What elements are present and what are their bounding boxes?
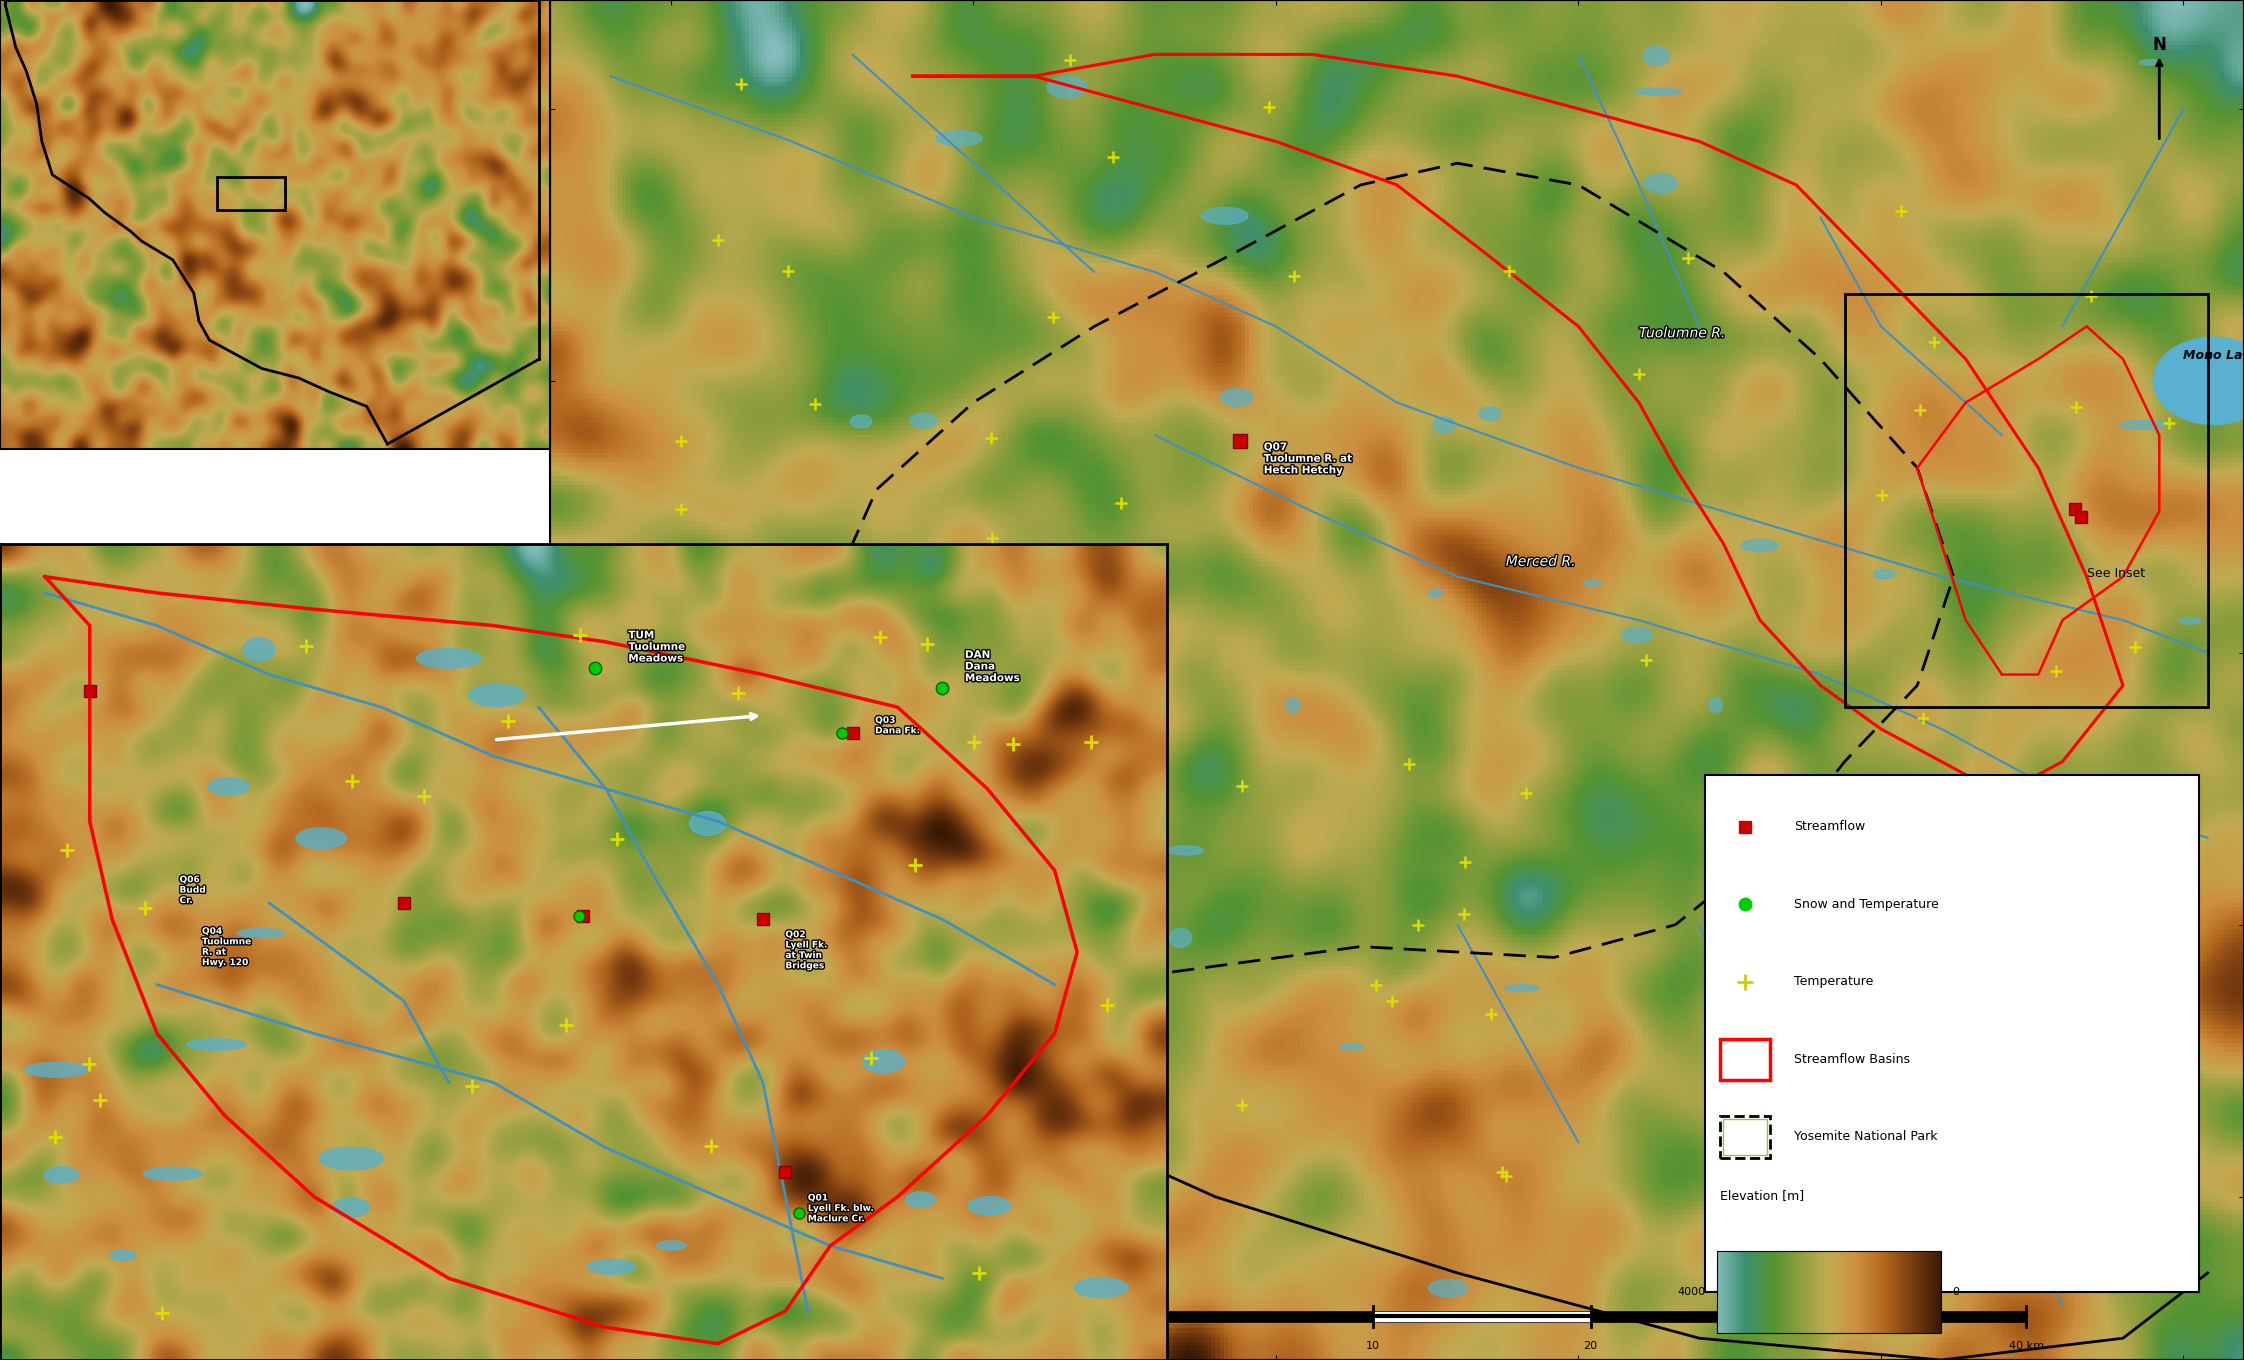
Text: 20: 20	[1584, 1341, 1598, 1350]
Text: 0: 0	[1952, 1287, 1959, 1297]
Ellipse shape	[1048, 76, 1088, 98]
Ellipse shape	[1584, 581, 1602, 586]
Ellipse shape	[209, 778, 249, 796]
Bar	[1721, 1039, 1771, 1080]
Ellipse shape	[864, 1050, 904, 1073]
Ellipse shape	[1824, 1303, 1860, 1321]
Ellipse shape	[588, 1259, 635, 1274]
Ellipse shape	[1429, 589, 1441, 597]
Ellipse shape	[2154, 337, 2244, 424]
Ellipse shape	[2064, 1129, 2107, 1136]
Ellipse shape	[1806, 850, 1833, 870]
Ellipse shape	[186, 1039, 247, 1050]
Ellipse shape	[296, 828, 346, 849]
Ellipse shape	[319, 1146, 384, 1170]
Text: Q06
Budd
Cr.: Q06 Budd Cr.	[180, 876, 206, 904]
Text: 10: 10	[1367, 1341, 1380, 1350]
Bar	[1591, 1311, 2026, 1322]
Ellipse shape	[45, 1167, 79, 1183]
Ellipse shape	[1874, 570, 1894, 579]
Ellipse shape	[1434, 418, 1454, 434]
Ellipse shape	[238, 929, 285, 937]
Ellipse shape	[1286, 698, 1299, 713]
Ellipse shape	[2121, 420, 2168, 430]
Text: 0: 0	[1151, 1341, 1158, 1350]
Text: N: N	[2152, 37, 2165, 54]
Ellipse shape	[1914, 1296, 1934, 1312]
Ellipse shape	[1429, 1280, 1468, 1297]
Ellipse shape	[332, 1198, 370, 1217]
Bar	[1721, 1117, 1771, 1157]
Bar	[1373, 1311, 1591, 1322]
Ellipse shape	[1008, 1156, 1037, 1175]
Bar	[218, 177, 285, 211]
Ellipse shape	[242, 638, 276, 661]
Ellipse shape	[2141, 60, 2161, 65]
Bar	[1845, 294, 2208, 707]
Ellipse shape	[1221, 389, 1252, 407]
Ellipse shape	[1070, 642, 1091, 649]
Ellipse shape	[907, 1191, 936, 1208]
Bar	[1723, 1119, 1768, 1155]
Ellipse shape	[1075, 1278, 1129, 1297]
Ellipse shape	[844, 1156, 868, 1172]
Ellipse shape	[637, 996, 682, 1017]
Text: See Inset: See Inset	[2087, 567, 2145, 579]
Ellipse shape	[967, 1197, 1010, 1214]
Ellipse shape	[936, 131, 983, 146]
Text: Q02
Lyell Fk.
at Twin
Bridges: Q02 Lyell Fk. at Twin Bridges	[785, 930, 828, 970]
Ellipse shape	[1636, 88, 1683, 95]
Ellipse shape	[797, 574, 833, 586]
Text: Q03
Dana Fk.: Q03 Dana Fk.	[875, 715, 920, 736]
Text: Q07
Tuolumne R. at
Hetch Hetchy: Q07 Tuolumne R. at Hetch Hetchy	[1263, 442, 1353, 475]
Text: Q04
Tuolumne
R. at
Hwy. 120: Q04 Tuolumne R. at Hwy. 120	[202, 928, 251, 967]
Ellipse shape	[1645, 174, 1679, 193]
Ellipse shape	[1741, 540, 1777, 552]
Ellipse shape	[1643, 46, 1670, 65]
Ellipse shape	[1710, 698, 1721, 713]
Text: 4000: 4000	[1676, 1287, 1705, 1297]
Bar	[1156, 1311, 1373, 1322]
Ellipse shape	[967, 1289, 1001, 1297]
Text: Elevation [m]: Elevation [m]	[1721, 1189, 1804, 1202]
Ellipse shape	[144, 1167, 202, 1180]
Ellipse shape	[469, 684, 525, 706]
Text: Q01
Lyell Fk. blw.
Maclure Cr.: Q01 Lyell Fk. blw. Maclure Cr.	[808, 1194, 873, 1223]
Ellipse shape	[25, 1062, 88, 1077]
Ellipse shape	[1506, 985, 1539, 991]
Ellipse shape	[1203, 207, 1248, 224]
Text: Streamflow Basins: Streamflow Basins	[1795, 1053, 1910, 1066]
Text: Snow and Temperature: Snow and Temperature	[1795, 898, 1939, 911]
Ellipse shape	[2179, 617, 2201, 624]
Ellipse shape	[1169, 929, 1192, 948]
Ellipse shape	[806, 658, 833, 673]
Ellipse shape	[2040, 993, 2085, 1010]
Ellipse shape	[911, 413, 938, 428]
Text: Tuolumne R.: Tuolumne R.	[1638, 326, 1726, 340]
Text: TUM
Tuolumne
Meadows: TUM Tuolumne Meadows	[628, 630, 684, 664]
Ellipse shape	[846, 1141, 864, 1149]
Text: Mono Lake: Mono Lake	[2183, 350, 2244, 362]
Ellipse shape	[850, 415, 873, 428]
Text: Yosemite National Park: Yosemite National Park	[1795, 1130, 1939, 1144]
Text: Merced R.: Merced R.	[1506, 555, 1575, 568]
Ellipse shape	[1622, 627, 1652, 643]
Text: 40 km: 40 km	[2008, 1341, 2044, 1350]
Ellipse shape	[1340, 1044, 1364, 1050]
Text: Temperature: Temperature	[1795, 975, 1874, 989]
Ellipse shape	[1167, 846, 1203, 855]
Ellipse shape	[689, 812, 725, 835]
Ellipse shape	[417, 649, 482, 668]
Ellipse shape	[1775, 888, 1804, 900]
Ellipse shape	[657, 1240, 687, 1250]
Ellipse shape	[1479, 407, 1501, 420]
Ellipse shape	[110, 1250, 137, 1261]
Text: Streamflow: Streamflow	[1795, 820, 1865, 834]
Text: DAN
Dana
Meadows: DAN Dana Meadows	[965, 650, 1021, 683]
